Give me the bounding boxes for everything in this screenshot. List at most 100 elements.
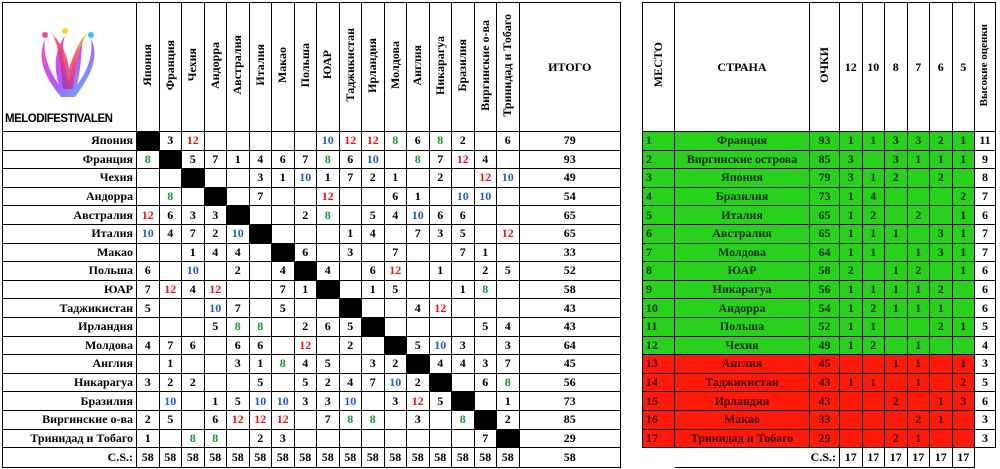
count-cell: 2	[906, 261, 930, 281]
diagonal-cell	[496, 428, 520, 449]
column-header: ЮАР	[316, 2, 340, 132]
score-cell: 8	[361, 409, 385, 430]
diagonal-cell	[428, 372, 452, 393]
count-cell: 3	[884, 149, 908, 170]
column-header: Польша	[293, 2, 317, 132]
count-cell: 2	[929, 279, 953, 300]
score-cell	[428, 279, 452, 300]
count-7-header: 7	[906, 2, 930, 132]
score-cell: 2	[293, 316, 317, 337]
points-cell: 79	[809, 168, 840, 188]
country-name: Англия	[2, 354, 137, 374]
score-cell: 2	[248, 428, 272, 449]
column-header: Франция	[158, 2, 182, 132]
diagonal-cell	[383, 335, 407, 356]
place-cell: 5	[642, 205, 675, 225]
cs-cell: 58	[496, 447, 520, 469]
score-cell: 1	[496, 391, 520, 411]
column-header: Ирландия	[361, 2, 385, 132]
points-cell: 73	[809, 186, 840, 207]
ranking-row: 5 Италия 65 1 2 2 1 6	[642, 205, 996, 225]
cs-cell: 58	[181, 447, 205, 469]
ranking-row: 16 Макао 33 2 1 3	[642, 409, 996, 430]
score-cell	[496, 205, 520, 225]
count-cell	[861, 149, 885, 170]
ranking-row: 1 Франция 93 1 1 3 3 2 1 11	[642, 131, 996, 151]
country-cell: Польша	[674, 316, 810, 337]
score-cell	[383, 298, 407, 318]
score-cell: 12	[496, 223, 520, 244]
country-name: Япония	[2, 131, 137, 151]
score-cell: 12	[181, 131, 205, 151]
score-cell: 4	[136, 335, 160, 356]
score-cell: 7	[158, 335, 182, 356]
count-cell	[861, 409, 885, 430]
country-cell: ЮАР	[674, 261, 810, 281]
count-cell: 1	[839, 279, 863, 300]
country-cell: Тринидад и Тобаго	[674, 428, 810, 449]
count-cell: 1	[951, 149, 975, 170]
score-cell	[293, 186, 317, 207]
score-cell: 10	[496, 168, 520, 188]
country-name: Таджикистан	[2, 298, 137, 318]
high-scores-cell: 8	[974, 168, 996, 188]
score-cell: 3	[406, 409, 430, 430]
score-cell: 7	[473, 428, 497, 449]
total-cell: 73	[518, 391, 621, 411]
score-cell	[158, 298, 182, 318]
score-cell	[293, 409, 317, 430]
high-scores-cell: 6	[974, 205, 996, 225]
place-cell: 15	[642, 391, 675, 411]
column-header-label: Англия	[410, 44, 425, 86]
score-cell	[383, 223, 407, 244]
score-cell: 5	[203, 316, 227, 337]
high-scores-cell: 6	[974, 279, 996, 300]
table-row: ЮАР 7 12 4 12 7 1 1 5 1 8 58	[2, 279, 621, 300]
high-scores-cell: 3	[974, 428, 996, 449]
score-cell: 5	[338, 316, 362, 337]
ranking-row: 9 Никарагуа 56 1 1 1 1 2 6	[642, 279, 996, 300]
total-cell: 29	[518, 428, 621, 449]
ranking-cs-cell: 17	[951, 447, 975, 469]
score-cell: 2	[181, 372, 205, 393]
score-cell: 6	[361, 261, 385, 281]
score-cell: 3	[496, 335, 520, 356]
score-cell: 2	[406, 372, 430, 393]
count-8-header: 8	[884, 2, 908, 132]
cs-row: C.S.: 58 58 58 58 58 58 58 58 58 58 58 58 58 58 58 58 58 5…	[2, 447, 621, 469]
diagonal-cell	[248, 223, 272, 244]
count-cell: 1	[839, 242, 863, 263]
count-cell	[906, 316, 930, 337]
score-cell: 4	[496, 316, 520, 337]
column-header-label: Молдова	[387, 41, 402, 89]
count-cell: 3	[951, 391, 975, 411]
score-cell: 10	[361, 149, 385, 170]
score-cell	[248, 131, 272, 151]
score-cell	[293, 428, 317, 449]
score-cell	[361, 428, 385, 449]
count-cell: 2	[951, 186, 975, 207]
count-cell: 1	[861, 223, 885, 244]
column-header-label: Никарагуа	[432, 35, 447, 95]
points-cell: 64	[809, 242, 840, 263]
count-cell: 1	[906, 372, 930, 393]
score-cell	[451, 261, 475, 281]
column-header-label: Андорра	[207, 41, 222, 89]
column-header: Макао	[271, 2, 295, 132]
score-cell	[158, 428, 182, 449]
score-cell	[338, 279, 362, 300]
score-cell: 7	[271, 279, 295, 300]
count-cell: 1	[951, 223, 975, 244]
score-cell: 8	[473, 279, 497, 300]
score-cell: 8	[316, 149, 340, 170]
ranking-row: 15 Ирландия 43 2 1 3 6	[642, 391, 996, 411]
score-cell: 3	[181, 205, 205, 225]
total-cell: 85	[518, 409, 621, 430]
count-cell: 2	[884, 428, 908, 449]
score-cell: 4	[293, 354, 317, 374]
score-cell	[361, 335, 385, 356]
score-cell	[361, 242, 385, 263]
score-cell: 7	[406, 223, 430, 244]
score-cell: 10	[203, 298, 227, 318]
score-cell: 1	[383, 168, 407, 188]
